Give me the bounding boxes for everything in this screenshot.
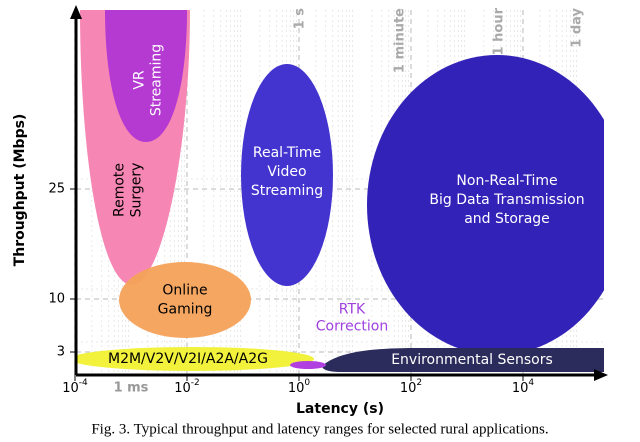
tick-base: 10 [288,381,305,396]
y-arrow [70,5,82,19]
y-axis-label: Throughput (Mbps) [12,114,28,267]
region-label: Real-Time [253,145,321,161]
region-label: M2M/V2V/V2I/A2A/A2G [108,351,268,367]
tick-exp: 2 [416,378,422,388]
m2m-region [76,347,314,371]
region-label: Correction [316,319,388,335]
region-label: Online [162,283,207,299]
tick-exp: 0 [304,378,310,388]
x-axis-label: Latency (s) [296,401,384,417]
tick-base: 10 [512,381,529,396]
x-tick-label: 10-4 [62,378,88,396]
region-label: Streaming [251,183,323,199]
region-label: Surgery [129,163,145,218]
x-arrow [594,369,608,381]
region-label: Remote [112,163,128,217]
region-label: Streaming [149,44,165,116]
y-tick-label: 25 [48,182,65,197]
tick-exp: -2 [191,378,200,388]
reference-label: 1 minute [393,8,408,73]
x-tick-label: 104 [512,378,535,396]
tick-base: 10 [174,381,191,396]
x-tick-label: 10-2 [174,378,200,396]
reference-label: 1 hour [492,7,507,55]
tick-exp: -4 [79,378,88,388]
reference-label: 1 s [293,8,308,30]
region-label: Big Data Transmission [429,192,584,208]
sensors-region [322,348,604,372]
regions [76,10,604,372]
vr-region [105,10,187,142]
video-region [241,64,333,286]
region-label: RTK [339,302,366,318]
caption: Fig. 3. Typical throughput and latency r… [91,421,548,437]
region-label: Non-Real-Time [456,173,557,189]
y-tick-label: 10 [48,292,65,307]
tick-base: 10 [400,381,417,396]
reference-label: 1 day [570,7,585,47]
bigdata-region [367,55,604,355]
region-label: Environmental Sensors [391,352,553,368]
tick-base: 10 [62,381,79,396]
region-label: VR [132,70,148,90]
x-tick-label: 100 [288,378,311,396]
reference-label: 1 ms [114,381,149,396]
rtk-region [290,361,326,369]
region-label: and Storage [464,211,550,227]
x-tick-label: 102 [400,378,422,396]
region-label: Video [267,164,306,180]
tick-exp: 4 [528,378,534,388]
region-label: Gaming [158,302,213,318]
gaming-region [119,262,251,338]
y-tick-label: 3 [57,345,65,360]
